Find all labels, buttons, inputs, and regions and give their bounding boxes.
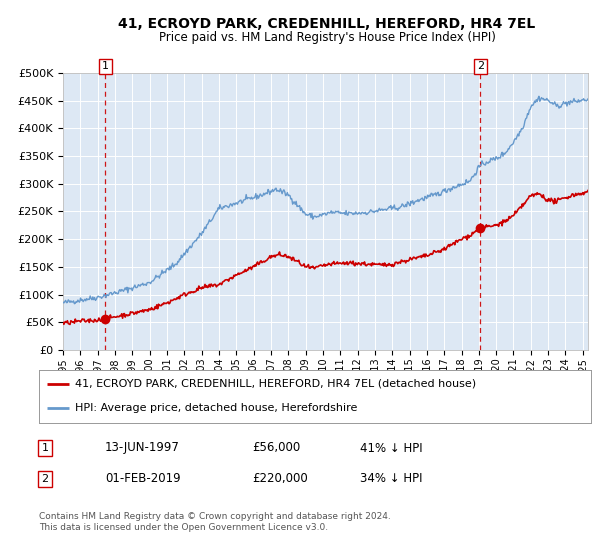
Text: 13-JUN-1997: 13-JUN-1997 [105, 441, 180, 455]
Text: Contains HM Land Registry data © Crown copyright and database right 2024.
This d: Contains HM Land Registry data © Crown c… [39, 512, 391, 532]
Text: £56,000: £56,000 [252, 441, 300, 455]
Text: 01-FEB-2019: 01-FEB-2019 [105, 472, 181, 486]
Text: 34% ↓ HPI: 34% ↓ HPI [360, 472, 422, 486]
Text: 41, ECROYD PARK, CREDENHILL, HEREFORD, HR4 7EL (detached house): 41, ECROYD PARK, CREDENHILL, HEREFORD, H… [75, 379, 476, 389]
Text: 2: 2 [41, 474, 49, 484]
Text: 2: 2 [476, 62, 484, 72]
Text: 1: 1 [102, 62, 109, 72]
Text: £220,000: £220,000 [252, 472, 308, 486]
Text: 41% ↓ HPI: 41% ↓ HPI [360, 441, 422, 455]
Text: 1: 1 [41, 443, 49, 453]
Text: Price paid vs. HM Land Registry's House Price Index (HPI): Price paid vs. HM Land Registry's House … [158, 31, 496, 44]
Text: HPI: Average price, detached house, Herefordshire: HPI: Average price, detached house, Here… [75, 403, 357, 413]
Text: 41, ECROYD PARK, CREDENHILL, HEREFORD, HR4 7EL: 41, ECROYD PARK, CREDENHILL, HEREFORD, H… [118, 17, 536, 31]
